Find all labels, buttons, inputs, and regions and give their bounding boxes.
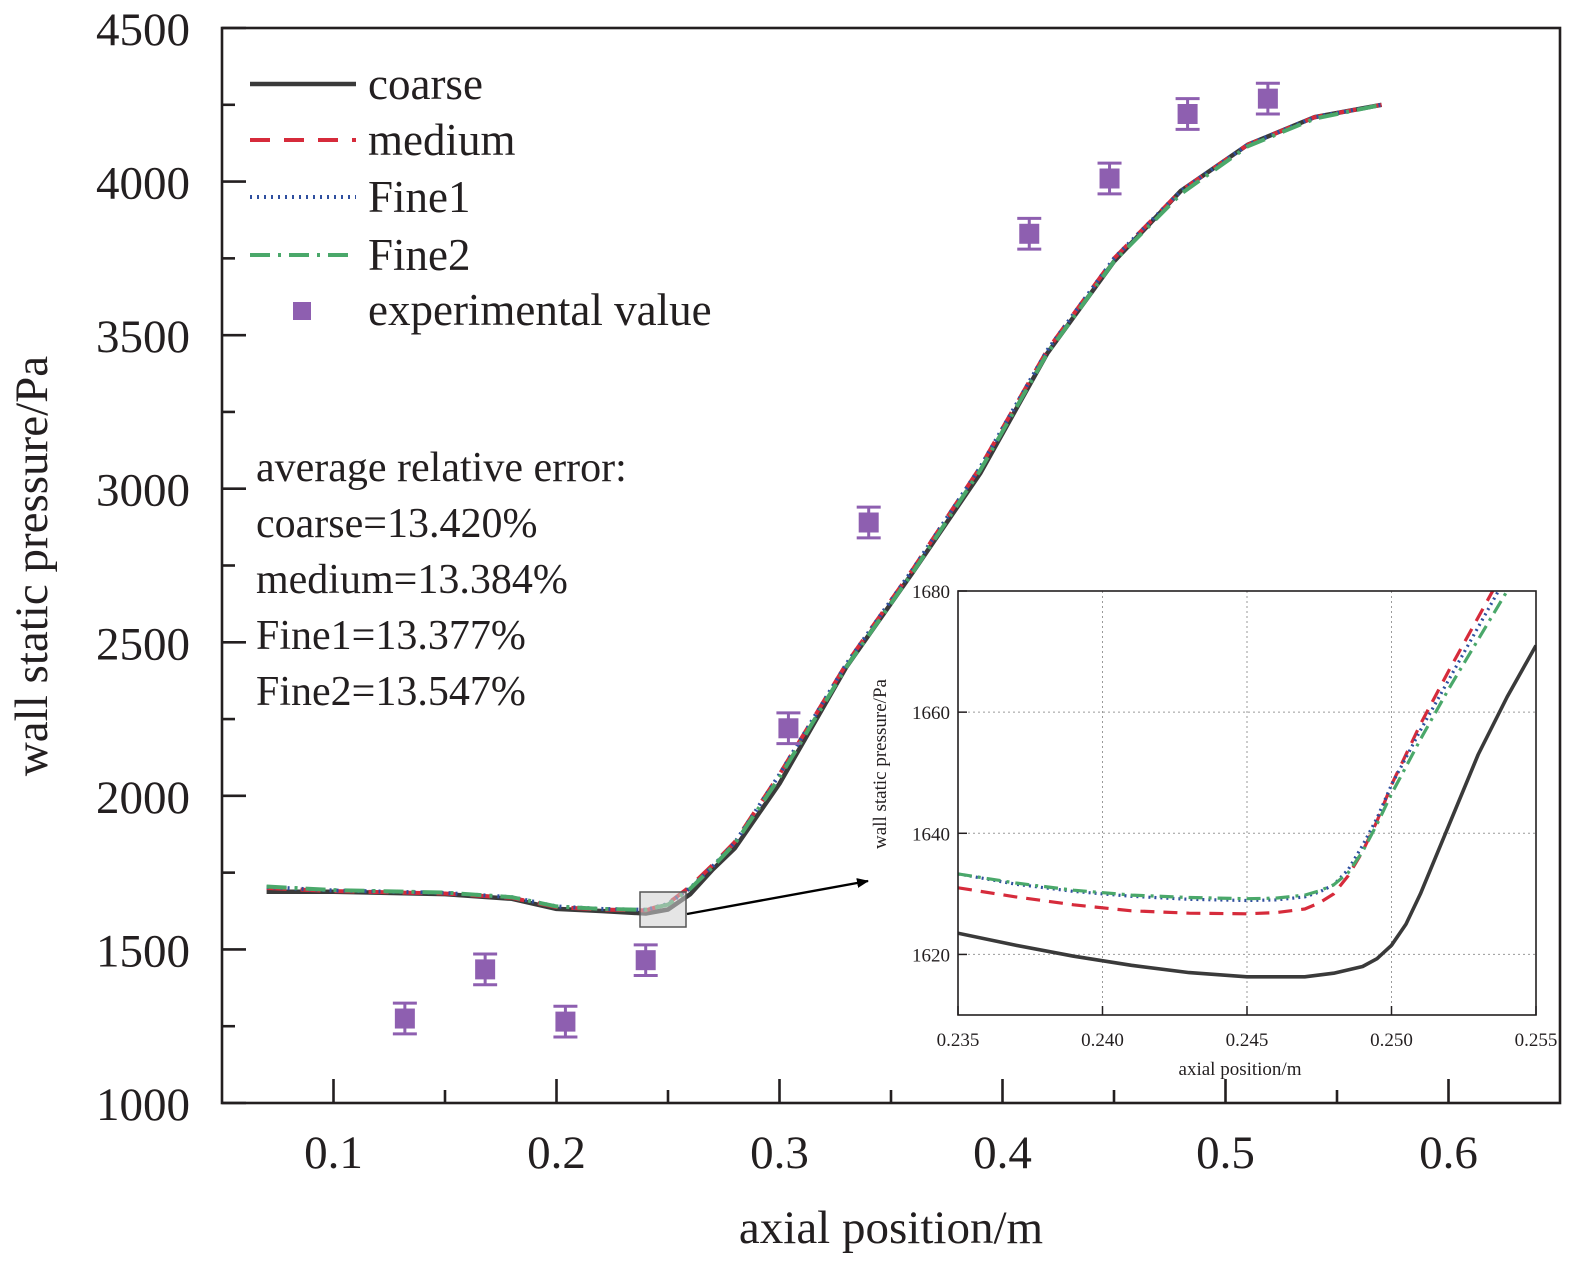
- y-tick-label: 3500: [96, 311, 190, 363]
- x-tick-label: 0.4: [973, 1127, 1032, 1179]
- y-tick-label: 1500: [96, 925, 190, 977]
- legend-label-medium: medium: [368, 115, 515, 165]
- inset-x-tick-label: 0.245: [1226, 1030, 1269, 1051]
- experimental-point: [555, 1011, 576, 1032]
- y-tick-label: 3000: [96, 465, 190, 517]
- experimental-point: [1257, 88, 1278, 109]
- experimental-point: [858, 512, 879, 533]
- error-note-medium: medium=13.384%: [256, 557, 568, 603]
- inset-x-axis-title: axial position/m: [1179, 1059, 1302, 1080]
- inset-x-tick-label: 0.255: [1515, 1030, 1558, 1051]
- series-line-fine1: [266, 102, 1382, 912]
- inset-y-tick-label: 1680: [912, 582, 950, 603]
- experimental-point: [1099, 168, 1120, 189]
- inset-y-tick-label: 1660: [912, 703, 950, 724]
- y-tick-label: 2500: [96, 618, 190, 670]
- inset-axis-ticks: [957, 590, 1537, 1015]
- legend-label-fine1: Fine1: [368, 172, 471, 222]
- experimental-point: [475, 959, 496, 980]
- series-line-fine2: [266, 102, 1383, 912]
- inset-grid: [958, 591, 1536, 1015]
- inset-y-tick-label: 1620: [912, 945, 950, 966]
- legend: coarse medium Fine1 Fine2 experimental v…: [250, 59, 712, 335]
- error-note-fine1: Fine1=13.377%: [256, 613, 526, 659]
- x-axis-title: axial position/m: [739, 1202, 1043, 1254]
- main-axis-ticks: [222, 26, 1450, 1105]
- main-tick-labels: 0.1 0.2 0.3 0.4 0.5 0.6 1000 1500 2000 2500 3000 35…: [96, 4, 1478, 1179]
- legend-label-fine2: Fine2: [368, 230, 471, 280]
- series-line-medium: [266, 102, 1382, 913]
- x-tick-label: 0.1: [304, 1127, 363, 1179]
- inset-series-line-medium: [958, 591, 1495, 916]
- experimental-point: [778, 718, 799, 739]
- inset-x-tick-label: 0.250: [1370, 1030, 1413, 1051]
- zoom-region-box: [639, 891, 687, 928]
- y-tick-label: 1000: [96, 1079, 190, 1131]
- y-tick-label: 4000: [96, 158, 190, 210]
- y-tick-label: 2000: [96, 772, 190, 824]
- legend-label-experimental: experimental value: [368, 285, 712, 335]
- legend-label-coarse: coarse: [368, 59, 483, 109]
- y-axis-title: wall static pressure/Pa: [6, 356, 58, 776]
- inset-y-axis-title: wall static pressure/Pa: [870, 678, 891, 848]
- inset-y-tick-label: 1640: [912, 824, 950, 845]
- inset-series-group: [958, 591, 1536, 979]
- inset-x-tick-label: 0.235: [937, 1030, 980, 1051]
- experimental-point: [635, 950, 656, 971]
- zoom-arrow: [686, 878, 869, 916]
- legend-swatch-experimental: [293, 302, 311, 320]
- main-series-group: [266, 102, 1383, 916]
- x-tick-label: 0.3: [750, 1127, 809, 1179]
- inset-chart: 0.235 0.240 0.245 0.250 0.255 1620 1640 1660 168…: [870, 582, 1557, 1080]
- experimental-point: [1177, 104, 1198, 124]
- inset-series-line-fine2: [958, 591, 1509, 901]
- inset-tick-labels: 0.235 0.240 0.245 0.250 0.255 1620 1640 1660 168…: [912, 582, 1557, 1051]
- x-tick-label: 0.5: [1196, 1127, 1255, 1179]
- error-annotation-block: average relative error: coarse=13.420% m…: [256, 445, 627, 715]
- x-tick-label: 0.6: [1419, 1127, 1478, 1179]
- inset-x-tick-label: 0.240: [1081, 1030, 1124, 1051]
- error-note-title: average relative error:: [256, 445, 627, 491]
- y-tick-label: 4500: [96, 4, 190, 56]
- x-tick-label: 0.2: [527, 1127, 586, 1179]
- inset-series-line-coarse: [958, 644, 1536, 979]
- experimental-point: [394, 1008, 415, 1029]
- experimental-point: [1019, 223, 1040, 244]
- error-note-fine2: Fine2=13.547%: [256, 669, 526, 715]
- error-note-coarse: coarse=13.420%: [256, 501, 537, 547]
- experimental-points: [392, 81, 1280, 1039]
